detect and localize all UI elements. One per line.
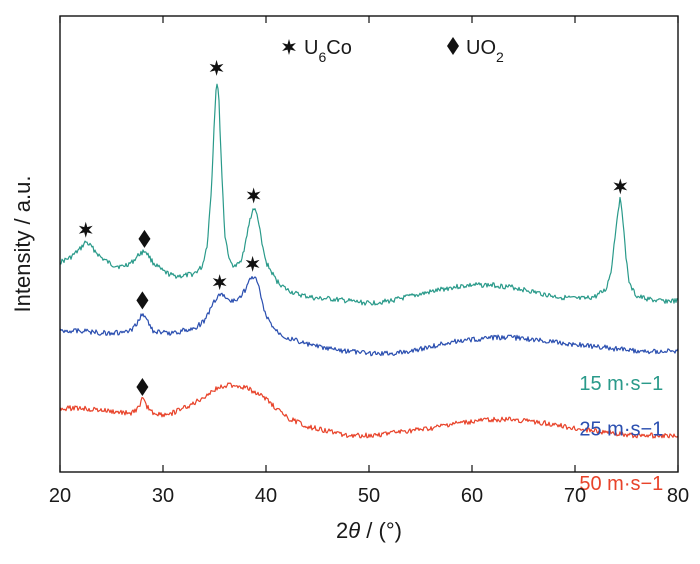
series-line-0 bbox=[59, 83, 679, 306]
peak-marker-star-1-1 bbox=[212, 274, 227, 291]
plot-frame bbox=[59, 15, 679, 473]
legend-diamond-icon bbox=[447, 37, 459, 55]
series-label-0: 15 m·s−1 bbox=[579, 373, 663, 395]
peak-marker-diamond-2-0 bbox=[136, 378, 149, 397]
x-tick-layer: 20 30 40 50 60 70 80 bbox=[49, 16, 689, 507]
legend-label-uo2-sub: 2 bbox=[496, 49, 504, 65]
legend-diamond-shape bbox=[447, 37, 459, 55]
x-tick-label-1: 30 bbox=[152, 485, 174, 507]
series-layer bbox=[59, 83, 679, 439]
legend: U6Co UO2 bbox=[282, 37, 504, 65]
peak-marker-star-0-3 bbox=[246, 187, 261, 204]
y-axis-title: Intensity / a.u. bbox=[10, 176, 35, 313]
peak-marker-star-0-0 bbox=[78, 221, 93, 238]
x-axis-title-theta: θ bbox=[348, 518, 360, 543]
x-tick-label-3: 50 bbox=[358, 485, 380, 507]
series-line-2 bbox=[59, 382, 679, 439]
legend-label-u6co-sub: 6 bbox=[318, 49, 326, 65]
legend-star-shape bbox=[282, 39, 296, 55]
series-label-1: 25 m·s−1 bbox=[579, 419, 663, 441]
peak-marker-diamond-1-0 bbox=[136, 291, 149, 310]
legend-label-uo2: UO2 bbox=[466, 37, 504, 65]
legend-entry-u6co: U6Co bbox=[282, 37, 352, 65]
x-tick-label-4: 60 bbox=[461, 485, 483, 507]
x-axis-title: 2θ / (°) bbox=[336, 518, 402, 543]
series-line-1 bbox=[59, 276, 679, 357]
x-tick-label-0: 20 bbox=[49, 485, 71, 507]
legend-star-icon bbox=[282, 39, 296, 55]
peak-marker-star-0-4 bbox=[613, 178, 628, 195]
series-label-2: 50 m·s−1 bbox=[579, 473, 663, 495]
legend-entry-uo2: UO2 bbox=[447, 37, 504, 65]
peak-marker-layer bbox=[78, 59, 628, 397]
x-tick-label-5: 70 bbox=[564, 485, 586, 507]
peak-marker-star-1-2 bbox=[245, 255, 260, 272]
x-tick-label-6: 80 bbox=[667, 485, 689, 507]
peak-marker-star-0-2 bbox=[209, 59, 224, 76]
peak-marker-diamond-0-1 bbox=[138, 229, 151, 248]
legend-label-u6co: U6Co bbox=[304, 37, 352, 65]
x-tick-label-2: 40 bbox=[255, 485, 277, 507]
series-label-layer: 15 m·s−1 25 m·s−1 50 m·s−1 bbox=[579, 373, 663, 495]
